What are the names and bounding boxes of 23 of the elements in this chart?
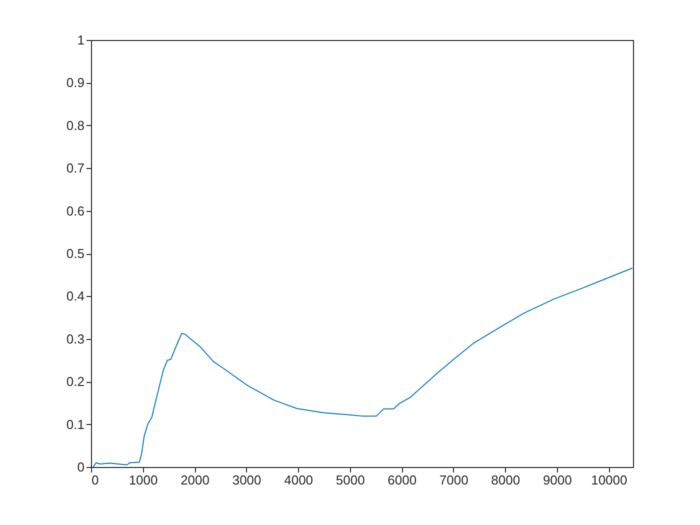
y-tick-label: 0.4 (66, 288, 84, 304)
x-tick-label: 5000 (336, 472, 365, 488)
y-tick-label: 0.1 (66, 416, 84, 432)
x-tick-label: 8000 (491, 472, 520, 488)
y-tick-label: 0.3 (66, 331, 84, 346)
x-tick-label: 0 (92, 472, 99, 488)
x-tick-label: 4000 (284, 472, 314, 488)
y-tick-label: 0.6 (66, 203, 84, 218)
x-tick-label: 10000 (591, 472, 628, 488)
y-tick-label: 0.9 (66, 75, 84, 90)
y-tick-label: 0 (77, 460, 84, 474)
y-tick-label: 1 (77, 32, 84, 48)
x-tick-label: 1000 (128, 472, 158, 488)
y-tick-label: 0.7 (66, 160, 84, 176)
x-tick-label: 7000 (439, 472, 468, 488)
y-tick-label: 0.8 (66, 118, 84, 133)
y-tick-label: 0.5 (66, 246, 84, 261)
x-tick-label: 3000 (232, 472, 262, 488)
line-series (92, 268, 633, 468)
y-tick-label: 0.2 (66, 374, 84, 390)
x-tick-label: 9000 (542, 472, 572, 488)
x-tick-label: 2000 (180, 472, 210, 488)
x-tick-label: 6000 (388, 472, 417, 488)
